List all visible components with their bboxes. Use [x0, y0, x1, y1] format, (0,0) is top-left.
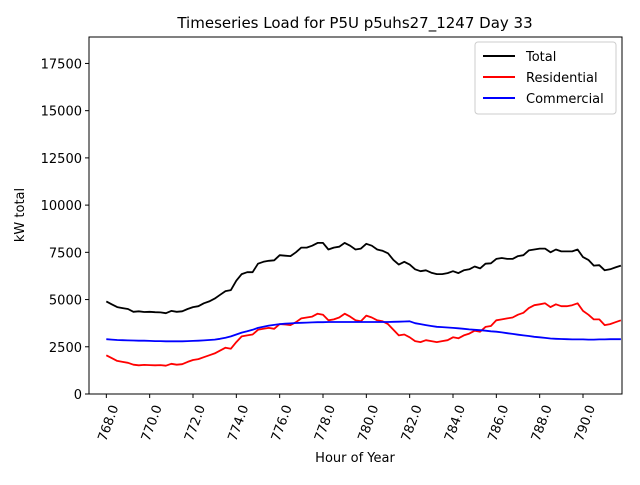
y-tick-label: 12500 — [41, 152, 82, 167]
legend-label-residential: Residential — [526, 71, 598, 86]
y-axis-title: kW total — [13, 188, 28, 242]
y-axis: 0 2500 5000 7500 10000 12500 15000 17500 — [41, 57, 89, 403]
series-line-total — [105, 241, 622, 315]
legend-label-total: Total — [525, 50, 556, 65]
y-tick-label: 0 — [74, 388, 82, 403]
y-tick-label: 5000 — [49, 294, 82, 309]
y-tick-label: 15000 — [41, 105, 82, 120]
x-axis-title: Hour of Year — [315, 451, 395, 466]
y-tick-label: 17500 — [41, 57, 82, 72]
y-tick-label: 10000 — [41, 199, 82, 214]
legend-label-commercial: Commercial — [526, 92, 604, 107]
y-tick-label: 2500 — [49, 341, 82, 356]
chart-title: Timeseries Load for P5U p5uhs27_1247 Day… — [176, 14, 532, 33]
series-line-residential — [105, 302, 622, 367]
legend: Total Residential Commercial — [474, 41, 617, 115]
legend-box — [474, 41, 617, 115]
y-tick-label: 7500 — [49, 246, 82, 261]
series-lines — [105, 241, 622, 367]
series-line-commercial — [106, 320, 621, 343]
